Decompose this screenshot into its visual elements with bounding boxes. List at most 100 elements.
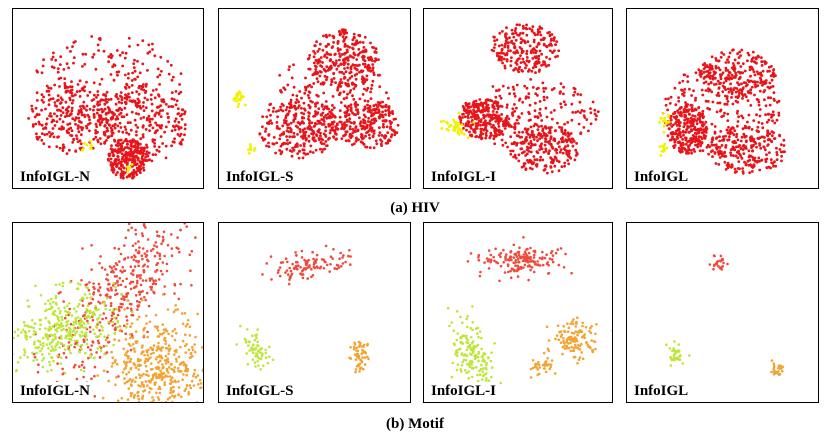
scatter-point [664,122,668,126]
scatter-point [719,130,723,133]
scatter-point [132,258,136,262]
scatter-point [97,316,101,320]
scatter-point [46,337,50,341]
scatter-point [271,110,275,113]
scatter-point [663,148,666,152]
scatter-point [50,368,53,372]
scatter-point [27,117,30,120]
scatter-point [76,124,80,128]
scatter-point [745,126,748,129]
scatter-point [517,159,521,163]
scatter-point [368,108,372,112]
scatter-point [722,81,726,85]
scatter-point [371,63,375,66]
scatter-point [366,86,370,90]
scatter-point [687,146,690,150]
scatter-point [140,374,144,377]
scatter-point [514,122,517,125]
scatter-point [97,335,101,338]
scatter-point [54,296,58,300]
scatter-point [387,97,390,100]
scatter-point [166,112,169,115]
scatter-point [294,112,298,116]
scatter-point [544,137,547,140]
scatter-point [545,44,548,48]
scatter-point [88,292,92,296]
scatter-point [529,146,532,150]
scatter-point [356,64,359,67]
scatter-point [72,365,76,369]
scatter-point [331,104,334,107]
scatter-point [117,139,120,142]
scatter-point [748,68,752,72]
scatter-point [773,137,777,140]
scatter-point [78,79,82,83]
scatter-point [324,33,328,37]
scatter-point [130,79,134,82]
scatter-point [489,98,492,102]
scatter-point [33,340,36,344]
scatter-point [536,139,539,143]
scatter-point [542,60,545,64]
scatter-point [313,139,317,142]
scatter-point [267,108,271,112]
scatter-point [131,313,135,317]
scatter-point [89,296,93,300]
scatter-point [774,164,778,168]
scatter-point [710,122,714,126]
scatter-point [65,330,69,333]
scatter-point [112,78,116,82]
scatter-point [324,100,328,103]
scatter-point [480,127,484,131]
scatter-point [157,398,161,401]
scatter-point [507,49,510,52]
scatter-point [108,123,111,127]
hiv-panel-infoigl-n: InfoIGL-N [12,8,204,189]
scatter-point [123,146,127,150]
scatter-point [505,119,508,123]
scatter-point [141,135,145,139]
scatter-point [691,114,695,117]
scatter-point [571,137,574,141]
scatter-point [179,345,182,349]
scatter-point [132,396,136,399]
scatter-point [94,129,97,132]
scatter-point [297,156,301,160]
scatter-point [701,149,705,153]
scatter-point [747,80,751,84]
scatter-point [484,100,488,104]
scatter-point [321,111,325,115]
scatter-point [77,109,81,112]
scatter-point [138,246,141,249]
scatter-point [714,82,718,86]
scatter-point [538,137,541,141]
scatter-point [114,358,117,362]
scatter-point [564,103,567,106]
scatter-point [160,242,163,246]
scatter-point [147,151,151,155]
scatter-point [525,49,529,53]
scatter-point [664,97,668,101]
scatter-point [549,156,552,160]
scatter-point [548,129,552,133]
scatter-point [366,103,369,107]
scatter-point [517,130,521,134]
scatter-point [70,109,74,113]
scatter-point [374,103,378,107]
scatter-point [328,59,332,63]
scatter-point [522,60,525,64]
scatter-point [117,308,121,311]
scatter-point [700,120,703,124]
scatter-point [342,123,346,126]
scatter-point [74,342,77,346]
scatter-point [704,134,707,138]
scatter-point [92,112,96,116]
scatter-point [762,135,765,139]
scatter-point [527,150,531,153]
scatter-point [80,87,84,90]
scatter-point [66,310,70,314]
scatter-point [759,146,763,150]
scatter-point [145,150,149,154]
scatter-point [344,70,348,74]
scatter-point [94,135,98,139]
